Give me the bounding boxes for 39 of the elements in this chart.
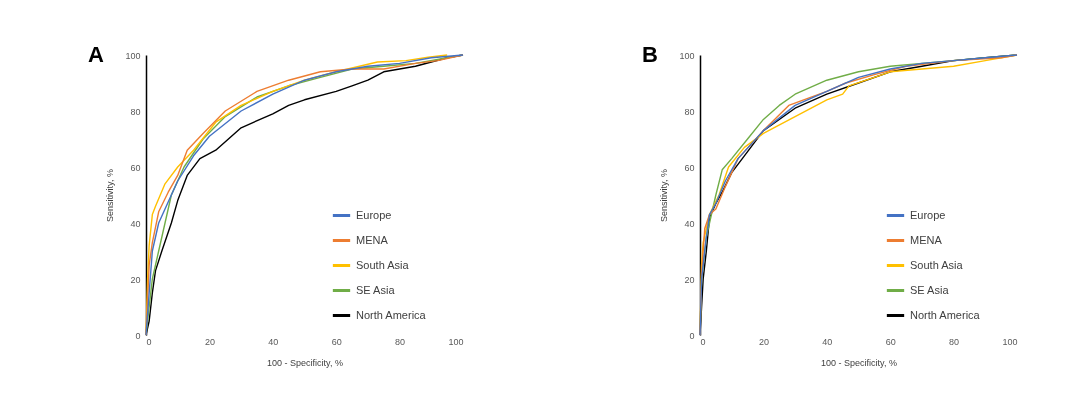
x-tick-label: 0 [700,336,706,347]
y-tick-label: 40 [684,218,695,229]
y-axis-title: Sensitivity, % [105,169,116,222]
chart-title: B [642,42,658,67]
y-tick-label: 20 [130,274,141,285]
y-axis-title: Sensitivity, % [659,169,670,222]
x-tick-label: 100 [1002,336,1018,347]
x-tick-label: 80 [949,336,960,347]
y-tick-label: 80 [130,106,141,117]
y-tick-label: 60 [130,162,141,173]
y-tick-label: 60 [684,162,695,173]
line-series [699,54,1018,336]
legend-label: MENA [910,233,943,246]
x-axis-title: 100 - Specificity, % [267,357,343,368]
y-tick-label: 100 [679,50,695,61]
x-tick-label: 40 [822,336,833,347]
y-tick-label: 20 [684,274,695,285]
y-tick-label: 80 [684,106,695,117]
x-tick-label: 20 [758,336,769,347]
legend-label: Europe [356,208,392,221]
x-tick-label: 60 [885,336,896,347]
legend-label: SE Asia [356,283,396,296]
x-axis-title: 100 - Specificity, % [821,357,897,368]
y-tick-label: 40 [130,218,141,229]
x-tick-label: 100 [448,336,464,347]
x-tick-label: 60 [331,336,342,347]
legend-label: SE Asia [910,283,950,296]
legend-label: South Asia [356,258,410,271]
legend-label: MENA [356,233,389,246]
legend-label: North America [910,308,981,321]
x-tick-label: 80 [395,336,406,347]
legend-label: South Asia [910,258,964,271]
legend-label: Europe [910,208,946,221]
x-tick-label: 40 [268,336,279,347]
x-tick-label: 20 [204,336,215,347]
chart-title: A [88,42,104,67]
legend-label: North America [356,308,427,321]
x-tick-label: 0 [146,336,152,347]
y-tick-label: 100 [125,50,141,61]
